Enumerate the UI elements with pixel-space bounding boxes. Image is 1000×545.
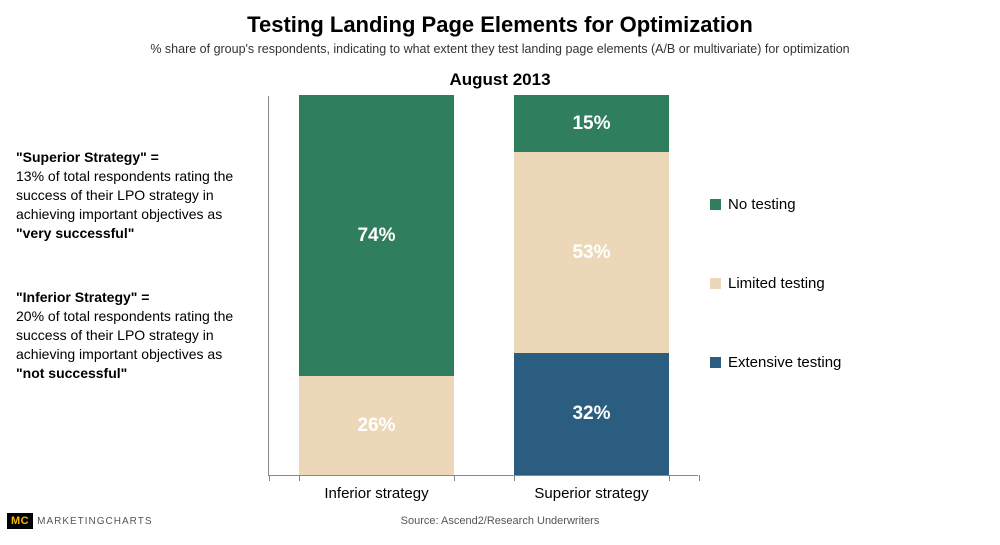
legend-swatch	[710, 357, 721, 368]
source-text: Source: Ascend2/Research Underwriters	[0, 515, 1000, 527]
annotation-superior: "Superior Strategy" = 13% of total respo…	[16, 148, 271, 242]
annotation-superior-body: 13% of total respondents rating the succ…	[16, 168, 233, 222]
x-axis-label: Superior strategy	[514, 485, 669, 502]
legend-label: Extensive testing	[728, 354, 841, 371]
x-axis-label: Inferior strategy	[299, 485, 454, 502]
legend-label: Limited testing	[728, 275, 825, 292]
annotation-superior-bold: "very successful"	[16, 225, 134, 241]
chart-date: August 2013	[18, 70, 982, 90]
chart-subtitle: % share of group's respondents, indicati…	[18, 42, 982, 56]
annotation-inferior-heading: "Inferior Strategy" =	[16, 289, 149, 305]
annotation-inferior: "Inferior Strategy" = 20% of total respo…	[16, 288, 271, 382]
legend-swatch	[710, 199, 721, 210]
legend-item: Extensive testing	[710, 354, 841, 371]
bar-group: 74%26%Inferior strategy	[299, 95, 454, 475]
chart-legend: No testing Limited testing Extensive testi…	[710, 196, 841, 433]
annotation-superior-heading: "Superior Strategy" =	[16, 149, 159, 165]
legend-swatch	[710, 278, 721, 289]
annotation-panel: "Superior Strategy" = 13% of total respo…	[16, 148, 271, 429]
legend-item: Limited testing	[710, 275, 841, 292]
bar-segment: 32%	[514, 353, 669, 475]
stacked-bar-chart: 74%26%Inferior strategy 15%53%32%Superior…	[268, 96, 698, 476]
bar-segment: 74%	[299, 95, 454, 376]
annotation-inferior-body: 20% of total respondents rating the succ…	[16, 308, 233, 362]
bar-segment: 26%	[299, 376, 454, 475]
legend-item: No testing	[710, 196, 841, 213]
legend-label: No testing	[728, 196, 796, 213]
bar-segment: 53%	[514, 152, 669, 353]
bar-segment: 15%	[514, 95, 669, 152]
bar-group: 15%53%32%Superior strategy	[514, 95, 669, 475]
chart-title: Testing Landing Page Elements for Optimi…	[18, 12, 982, 38]
annotation-inferior-bold: "not successful"	[16, 365, 127, 381]
